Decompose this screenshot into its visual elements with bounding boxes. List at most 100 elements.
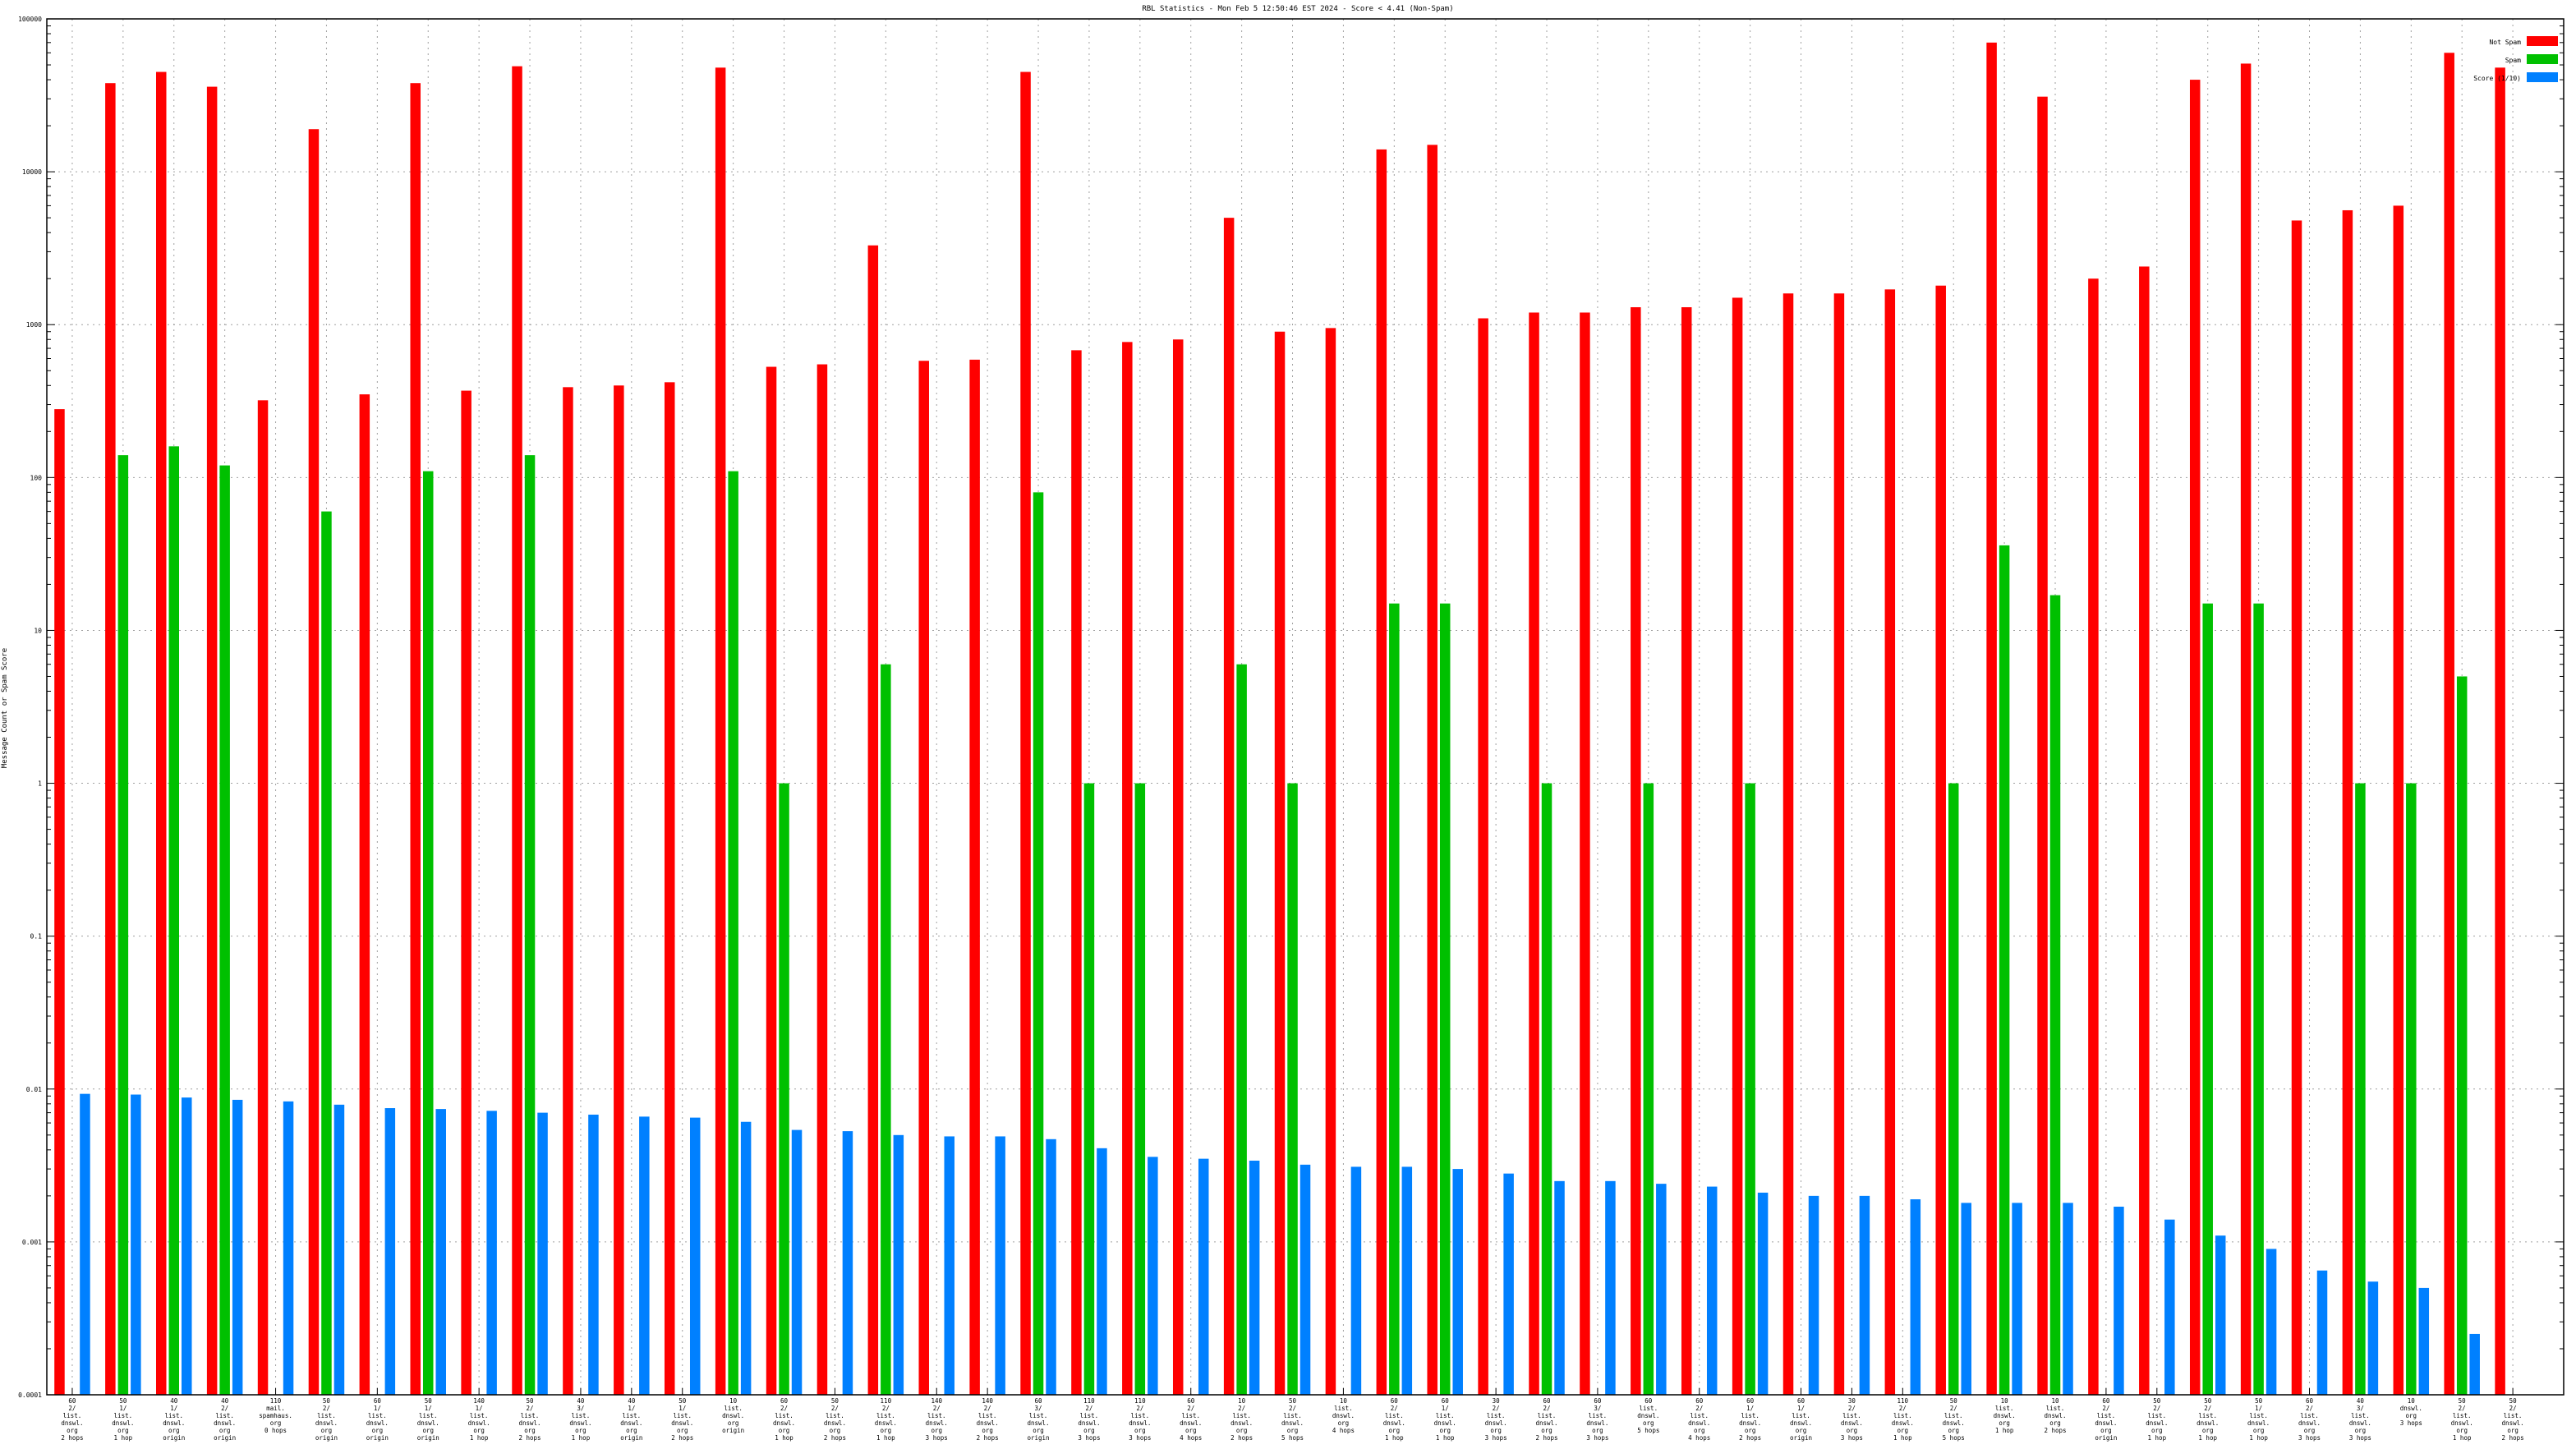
x-tick-label-line: 2/ bbox=[2509, 1405, 2517, 1412]
bar-spam bbox=[219, 465, 230, 1395]
x-tick-label-line: list. bbox=[1893, 1412, 1912, 1419]
x-tick-label-line: org bbox=[2406, 1412, 2417, 1419]
x-tick-label-line: 2/ bbox=[68, 1405, 76, 1412]
x-tick-label-line: dnswl. bbox=[1129, 1419, 1151, 1427]
x-tick-label-line: 50 bbox=[2153, 1397, 2161, 1405]
x-tick-label-line: org bbox=[2507, 1427, 2518, 1434]
x-tick-label-line: 1/ bbox=[119, 1405, 126, 1412]
x-tick-label-line: 1/ bbox=[1797, 1405, 1805, 1412]
bar-spam bbox=[1745, 783, 1755, 1395]
bar-not-spam bbox=[1325, 328, 1336, 1395]
bar-score bbox=[893, 1134, 904, 1395]
x-tick-label: 50 2/list. dnswl. org 1 hop bbox=[2196, 1397, 2219, 1442]
x-tick-label-line: list. bbox=[1741, 1412, 1760, 1419]
bar-not-spam bbox=[206, 86, 218, 1396]
x-tick-label-line: org bbox=[1541, 1427, 1552, 1434]
x-tick-label: 50 1/list. dnswl. org 1 hop bbox=[2247, 1397, 2270, 1442]
x-tick-label-line: 3 hops bbox=[2349, 1434, 2371, 1442]
bar-spam bbox=[881, 664, 891, 1395]
x-tick-label-line: org bbox=[321, 1427, 333, 1434]
bar-score bbox=[995, 1136, 1005, 1395]
x-tick-label-line: dnswl. bbox=[1637, 1412, 1659, 1419]
x-tick-label-line: org bbox=[168, 1427, 180, 1434]
x-tick-label-line: dnswl. bbox=[875, 1419, 897, 1427]
x-tick-label-line: dnswl. bbox=[2400, 1405, 2422, 1412]
bar-score bbox=[1503, 1173, 1514, 1395]
x-tick-label-line: 3 hops bbox=[1129, 1434, 1151, 1442]
bar-score bbox=[181, 1097, 192, 1395]
x-tick-label-line: dnswl. bbox=[1943, 1419, 1965, 1427]
x-tick-label-line: dnswl. bbox=[1535, 1419, 1557, 1427]
x-tick-label-line: list. bbox=[521, 1412, 540, 1419]
bar-not-spam bbox=[1580, 312, 1590, 1395]
bar-spam bbox=[1948, 783, 1959, 1395]
x-tick-label-line: list. bbox=[2046, 1405, 2065, 1412]
x-tick-label-line: org bbox=[372, 1427, 384, 1434]
bar-not-spam bbox=[2495, 67, 2505, 1395]
x-tick-label: 60 2/list. dnswl. org 4 hops bbox=[1688, 1397, 1710, 1442]
x-tick-label-line: 60 bbox=[1695, 1397, 1704, 1405]
bar-score bbox=[791, 1129, 803, 1395]
x-tick-label-line: dnswl. bbox=[112, 1419, 134, 1427]
x-tick-label-line: 60 bbox=[1594, 1397, 1602, 1405]
x-tick-label-line: list. bbox=[826, 1412, 844, 1419]
x-tick-label-line: 10 bbox=[2408, 1397, 2416, 1405]
x-tick-label-line: 2/ bbox=[933, 1405, 941, 1412]
bar-not-spam bbox=[1884, 289, 1896, 1395]
x-tick-label-line: dnswl. bbox=[773, 1419, 795, 1427]
bar-not-spam bbox=[1935, 285, 1946, 1396]
x-tick-label-line: org bbox=[1083, 1427, 1095, 1434]
x-tick-label-line: org bbox=[2202, 1427, 2214, 1434]
x-tick-label-line: 3/ bbox=[1594, 1405, 1601, 1412]
x-tick-label: 50 2/list. dnswl. org 2 hops bbox=[518, 1397, 540, 1442]
x-tick-label: 50 1/list. dnswl. org 1 hop bbox=[112, 1397, 134, 1442]
x-tick-label-line: 2/ bbox=[2204, 1405, 2211, 1412]
legend-swatch-not-spam bbox=[2527, 36, 2558, 46]
x-tick-label-line: 2/ bbox=[1238, 1405, 1245, 1412]
x-tick-label-line: 2/ bbox=[2102, 1405, 2109, 1412]
x-tick-label-line: 0 hops bbox=[264, 1427, 287, 1434]
x-tick-label: 60 1/list. dnswl. org 2 hops bbox=[1739, 1397, 1761, 1442]
bar-score bbox=[1148, 1157, 1158, 1395]
bar-spam bbox=[779, 783, 789, 1395]
x-tick-label-line: dnswl. bbox=[1281, 1419, 1304, 1427]
x-tick-label-line: list. bbox=[2198, 1412, 2217, 1419]
bar-score bbox=[1808, 1195, 1819, 1395]
x-tick-label-line: dnswl. bbox=[1586, 1419, 1608, 1427]
x-tick-label-line: 110 bbox=[881, 1397, 892, 1405]
x-tick-label-line: org bbox=[2049, 1419, 2061, 1427]
x-tick-label-line: org bbox=[1948, 1427, 1959, 1434]
x-tick-label-line: 110 bbox=[1898, 1397, 1909, 1405]
x-tick-label-line: org bbox=[219, 1427, 231, 1434]
x-tick-label-line: 1/ bbox=[170, 1405, 177, 1412]
x-tick-label: 60 1/list. dnswl. org 1 hop bbox=[1434, 1397, 1456, 1442]
x-tick-label-line: dnswl. bbox=[1027, 1419, 1049, 1427]
x-tick-label-line: list. bbox=[114, 1412, 133, 1419]
bar-score bbox=[384, 1108, 396, 1395]
x-tick-label-line: list. bbox=[876, 1412, 895, 1419]
x-tick-label-line: 1/ bbox=[374, 1405, 381, 1412]
x-tick-label: 60 3/list. dnswl. org origin bbox=[1027, 1397, 1049, 1442]
x-tick-label-line: 2/ bbox=[1695, 1405, 1703, 1412]
x-tick-label-line: 2 hops bbox=[61, 1434, 83, 1442]
bar-not-spam bbox=[512, 66, 522, 1395]
bar-not-spam bbox=[1071, 350, 1082, 1395]
x-tick-label-line: dnswl. bbox=[977, 1419, 999, 1427]
x-tick-label: 110 2/list. dnswl. org 1 hop bbox=[1892, 1397, 1914, 1442]
x-tick-label-line: org bbox=[626, 1427, 637, 1434]
x-tick-label-line: 10 bbox=[1238, 1397, 1246, 1405]
x-tick-label-line: 1 hop bbox=[572, 1434, 591, 1442]
bar-spam bbox=[2355, 783, 2366, 1395]
x-tick-label-line: 60 bbox=[2102, 1397, 2110, 1405]
bar-not-spam bbox=[2393, 205, 2404, 1395]
x-tick-label-line: 2/ bbox=[1136, 1405, 1143, 1412]
bar-score bbox=[1757, 1192, 1769, 1395]
x-tick-label-line: list. bbox=[368, 1412, 387, 1419]
bar-not-spam bbox=[1376, 149, 1387, 1396]
x-tick-label-line: org bbox=[1796, 1427, 1807, 1434]
x-tick-label-line: 1 hop bbox=[1385, 1434, 1404, 1442]
x-tick-label-line: 2/ bbox=[1543, 1405, 1551, 1412]
y-tick-label: 0.1 bbox=[30, 933, 43, 941]
x-tick-label-line: 2 hops bbox=[1230, 1434, 1253, 1442]
